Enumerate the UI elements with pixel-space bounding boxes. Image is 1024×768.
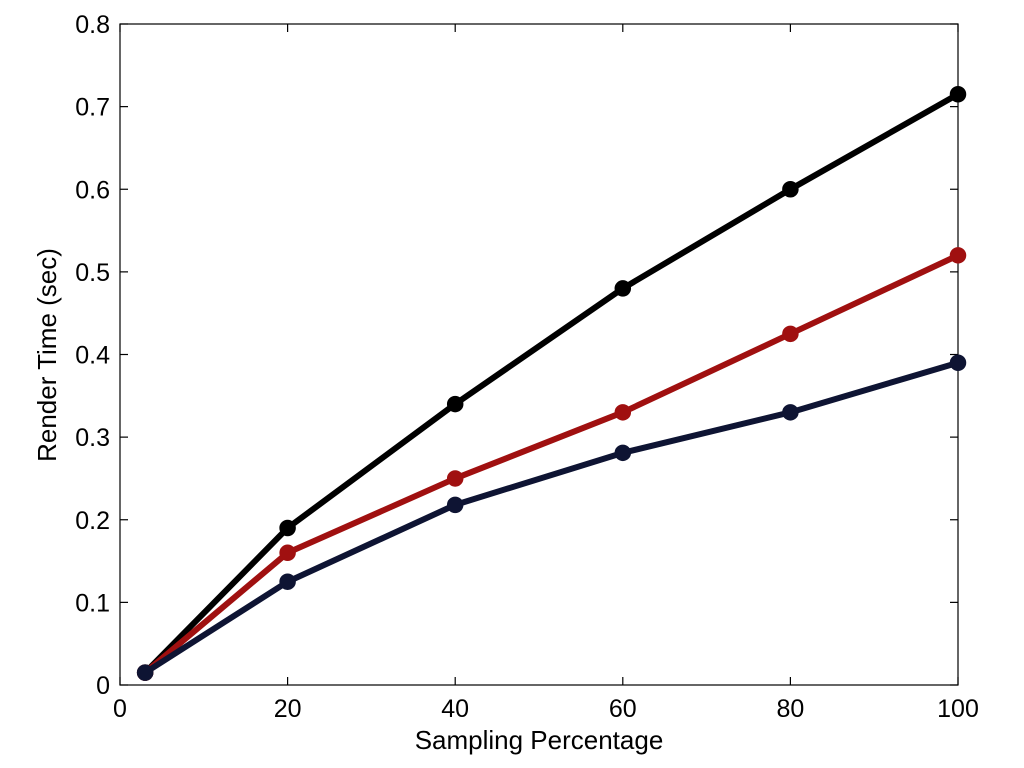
y-tick-label: 0.2 [75,507,110,535]
y-tick-label: 0.4 [75,342,110,370]
data-point [446,470,464,487]
data-point [279,573,296,590]
x-tick-label: 0 [113,695,127,723]
x-tick-label: 100 [937,695,979,723]
series-layer [136,85,967,681]
data-point [949,85,967,103]
data-point [614,280,632,297]
x-tick-label: 60 [609,695,637,723]
data-point [279,544,296,562]
data-point [949,354,967,372]
data-point [279,519,296,537]
data-point [136,664,154,681]
axis-ticks: 0 20 40 60 80 100 0 0.1 0.2 0.3 0.4 0.5 0.6 0.7 0.8 [75,11,979,723]
y-tick-label: 0.7 [75,94,110,122]
y-tick-label: 0.6 [75,176,110,204]
data-point [782,181,799,198]
data-point [446,395,464,413]
x-axis-label: Sampling Percentage [415,725,664,755]
data-point [782,325,799,343]
x-tick-label: 40 [441,695,469,723]
data-point [446,496,464,514]
y-tick-label: 0.1 [75,589,110,617]
series-line [142,359,961,676]
series-line [142,252,961,676]
y-tick-label: 0.5 [75,259,110,287]
y-tick-label: 0.3 [75,424,110,452]
y-tick-label: 0 [96,672,110,700]
y-tick-label: 0.8 [75,11,110,39]
series-line [142,91,961,676]
x-tick-label: 80 [776,695,804,723]
data-point [614,444,632,462]
data-point [782,404,799,421]
data-point [614,404,632,421]
x-tick-label: 20 [274,695,302,723]
y-axis-label: Render Time (sec) [32,248,62,462]
series-3 [136,354,967,681]
series-1 [136,85,967,681]
data-point [949,247,967,264]
